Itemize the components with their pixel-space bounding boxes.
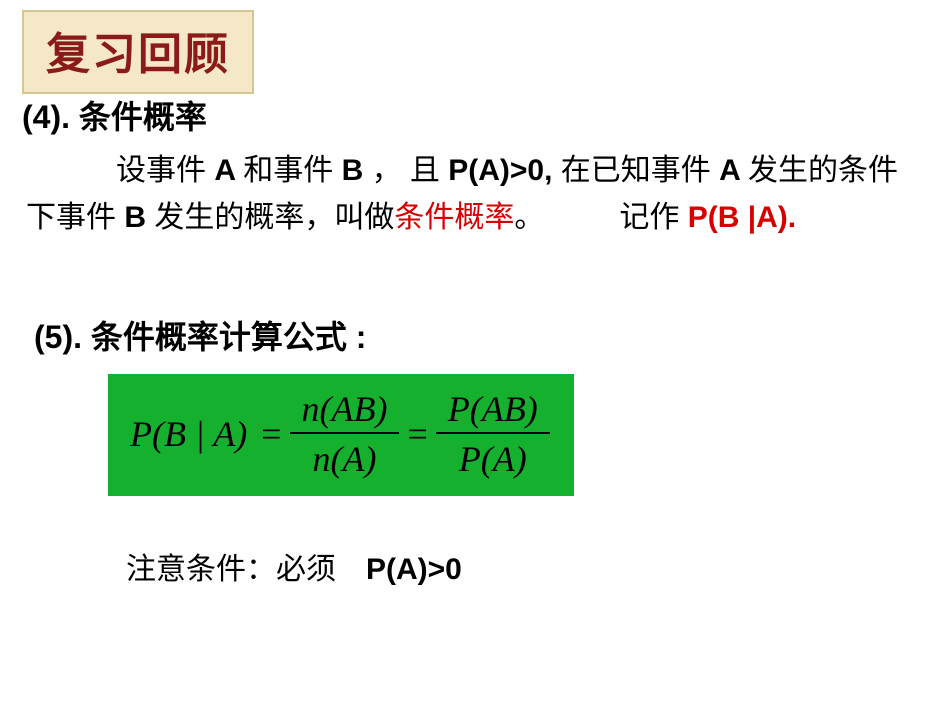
txt: ， 且 bbox=[372, 154, 440, 187]
txt: 设事件 bbox=[116, 154, 206, 187]
fraction-2: P(AB) P(A) bbox=[442, 388, 544, 480]
event-A2: A bbox=[711, 154, 748, 187]
section4-heading: (4). 条件概率 bbox=[22, 92, 207, 138]
frac2-den: P(A) bbox=[436, 432, 550, 480]
frac1-num: n(AB) bbox=[296, 388, 394, 432]
equals-1: = bbox=[261, 413, 281, 455]
note-condition: 注意条件：必须 P(A)>0 bbox=[126, 544, 462, 588]
title-banner: 复习回顾 bbox=[22, 10, 254, 94]
txt: 发生的概率，叫做 bbox=[154, 201, 394, 234]
frac2-num: P(AB) bbox=[442, 388, 544, 432]
indent bbox=[26, 154, 116, 187]
note-label: 注意条件：必须 bbox=[126, 553, 366, 586]
note-cond: P(A)>0 bbox=[366, 553, 462, 586]
cond-pa: P(A)>0, bbox=[440, 154, 561, 187]
section4-body: 设事件 A 和事件 B ， 且 P(A)>0, 在已知事件 A 发生的条件下事件… bbox=[26, 148, 916, 241]
frac1-den: n(A) bbox=[290, 432, 400, 480]
section5-heading: (5). 条件概率计算公式 : bbox=[34, 312, 366, 358]
txt: 在已知事件 bbox=[561, 154, 711, 187]
event-B2: B bbox=[116, 201, 154, 234]
fraction-1: n(AB) n(A) bbox=[296, 388, 394, 480]
event-B: B bbox=[333, 154, 371, 187]
equals-2: = bbox=[407, 413, 427, 455]
formula-lhs: P(B | A) bbox=[130, 413, 247, 455]
txt: 和事件 bbox=[243, 154, 333, 187]
event-A: A bbox=[206, 154, 243, 187]
txt: 。 记作 bbox=[514, 201, 687, 234]
term-conditional-prob: 条件概率 bbox=[394, 201, 514, 234]
notation-pba: P(B |A). bbox=[688, 201, 796, 234]
formula-box: P(B | A) = n(AB) n(A) = P(AB) P(A) bbox=[108, 374, 574, 496]
